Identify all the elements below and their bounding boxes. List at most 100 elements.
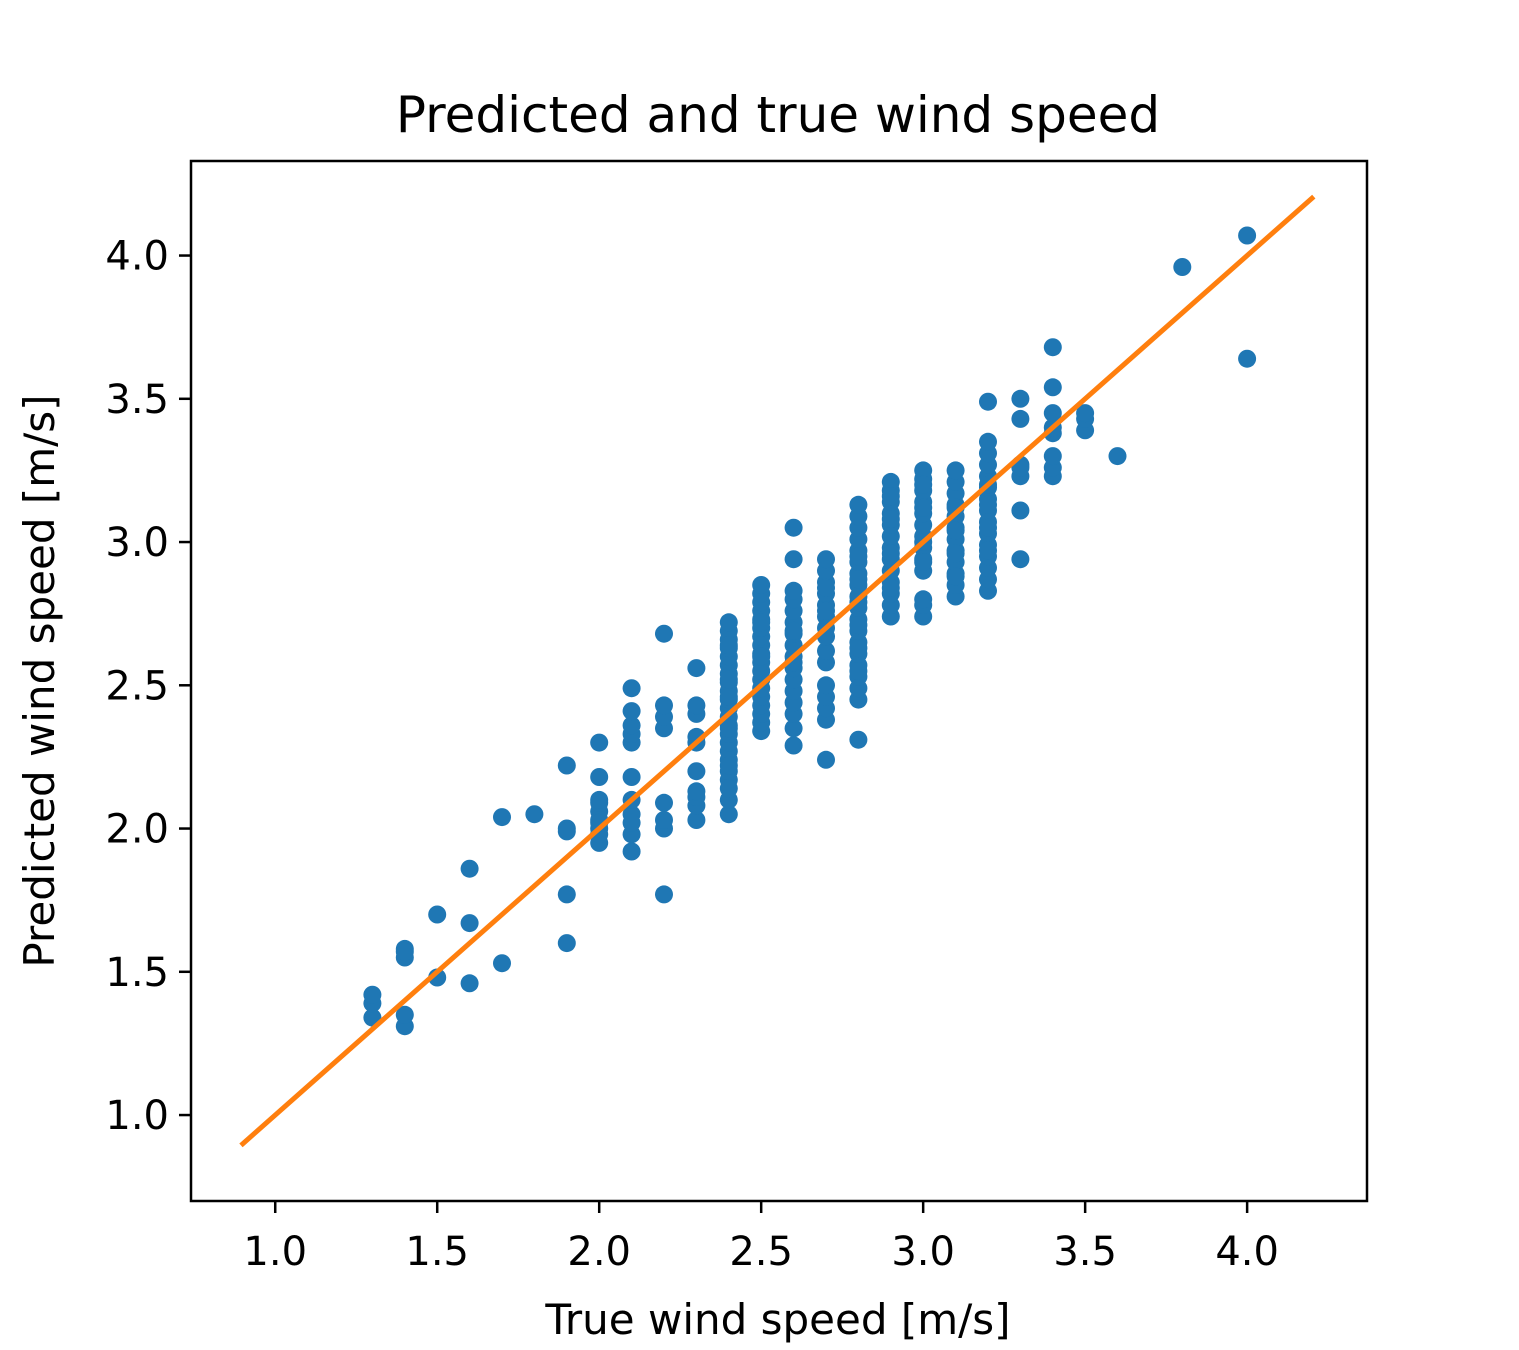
data-point — [719, 613, 738, 632]
data-point — [979, 541, 997, 560]
data-point — [395, 1005, 414, 1024]
data-point — [817, 601, 835, 620]
data-point — [784, 719, 803, 738]
chart-title: Predicted and true wind speed — [396, 86, 1160, 144]
data-point — [363, 985, 382, 1004]
data-point — [687, 659, 706, 678]
data-point — [622, 768, 641, 786]
plot-frame — [189, 159, 1369, 1203]
data-point — [849, 730, 868, 749]
data-point — [687, 696, 706, 715]
data-point — [946, 521, 965, 540]
data-point — [1108, 447, 1127, 466]
data-point — [719, 687, 738, 706]
data-point — [849, 570, 868, 589]
data-point — [752, 647, 771, 666]
data-point — [622, 679, 641, 698]
data-point — [817, 578, 835, 597]
data-point — [622, 842, 641, 861]
x-axis-label: True wind speed [m/s] — [544, 1295, 1010, 1344]
data-point — [687, 782, 706, 801]
data-point — [849, 662, 868, 680]
scatter-points — [363, 226, 1257, 1036]
x-axis-ticks: 1.0 1.5 2.0 2.5 3.0 3.5 4.0 — [243, 1201, 1279, 1275]
data-point — [979, 392, 997, 411]
data-point — [460, 914, 479, 933]
data-point — [1238, 226, 1257, 245]
data-point — [1011, 550, 1030, 569]
data-point — [655, 811, 673, 829]
data-point — [752, 576, 771, 594]
data-point — [849, 495, 868, 514]
data-point — [687, 762, 706, 781]
data-point — [914, 461, 933, 480]
x-tick-label: 2.5 — [729, 1229, 793, 1275]
data-point — [914, 553, 933, 572]
y-tick-label: 4.0 — [105, 234, 169, 280]
data-point — [1043, 338, 1062, 357]
y-tick-label: 2.5 — [105, 663, 169, 709]
data-point — [493, 808, 511, 827]
data-point — [557, 822, 576, 841]
y-axis-ticks: 1.0 1.5 2.0 2.5 3.0 3.5 4.0 — [105, 234, 191, 1139]
data-point — [914, 590, 933, 609]
data-point — [1043, 447, 1062, 466]
data-point — [784, 621, 803, 640]
data-point — [557, 756, 576, 775]
data-point — [881, 544, 900, 563]
data-point — [881, 578, 900, 597]
data-point — [784, 550, 803, 569]
data-point — [1043, 404, 1062, 423]
data-point — [784, 736, 803, 755]
data-point — [817, 676, 835, 695]
data-point — [1011, 389, 1030, 408]
data-point — [719, 756, 738, 775]
data-point — [979, 495, 997, 514]
data-point — [655, 885, 673, 904]
data-point — [719, 805, 738, 824]
data-point — [817, 550, 835, 569]
x-tick-label: 1.0 — [243, 1229, 307, 1275]
data-point — [590, 733, 609, 752]
x-tick-label: 3.5 — [1053, 1229, 1117, 1275]
data-point — [622, 716, 641, 735]
data-point — [1011, 409, 1030, 428]
data-point — [590, 790, 609, 809]
data-point — [849, 639, 868, 658]
data-point — [1238, 349, 1257, 368]
data-point — [946, 544, 965, 563]
data-point — [881, 487, 900, 506]
data-point — [622, 813, 641, 832]
data-point — [655, 793, 673, 812]
data-point — [817, 750, 835, 769]
data-point — [525, 805, 544, 824]
data-point — [914, 475, 933, 494]
data-point — [784, 581, 803, 600]
data-point — [881, 510, 900, 529]
x-tick-label: 1.5 — [405, 1229, 469, 1275]
x-tick-label: 4.0 — [1215, 1229, 1279, 1275]
data-point — [1011, 501, 1030, 520]
data-point — [849, 616, 868, 635]
y-tick-label: 2.0 — [105, 807, 169, 853]
data-point — [719, 779, 738, 798]
data-point — [914, 498, 933, 517]
data-point — [1043, 378, 1062, 397]
data-point — [655, 696, 673, 715]
data-point — [849, 547, 868, 566]
data-point — [979, 432, 997, 451]
data-point — [719, 636, 738, 655]
data-point — [460, 974, 479, 993]
data-point — [395, 942, 414, 961]
data-point — [655, 624, 673, 643]
data-point — [1076, 404, 1095, 423]
data-point — [622, 702, 641, 721]
data-point — [817, 641, 835, 660]
x-tick-label: 3.0 — [891, 1229, 955, 1275]
data-point — [460, 859, 479, 878]
y-tick-label: 3.5 — [105, 377, 169, 423]
y-tick-label: 3.0 — [105, 520, 169, 566]
fit-line — [239, 194, 1316, 1148]
data-point — [881, 472, 900, 491]
